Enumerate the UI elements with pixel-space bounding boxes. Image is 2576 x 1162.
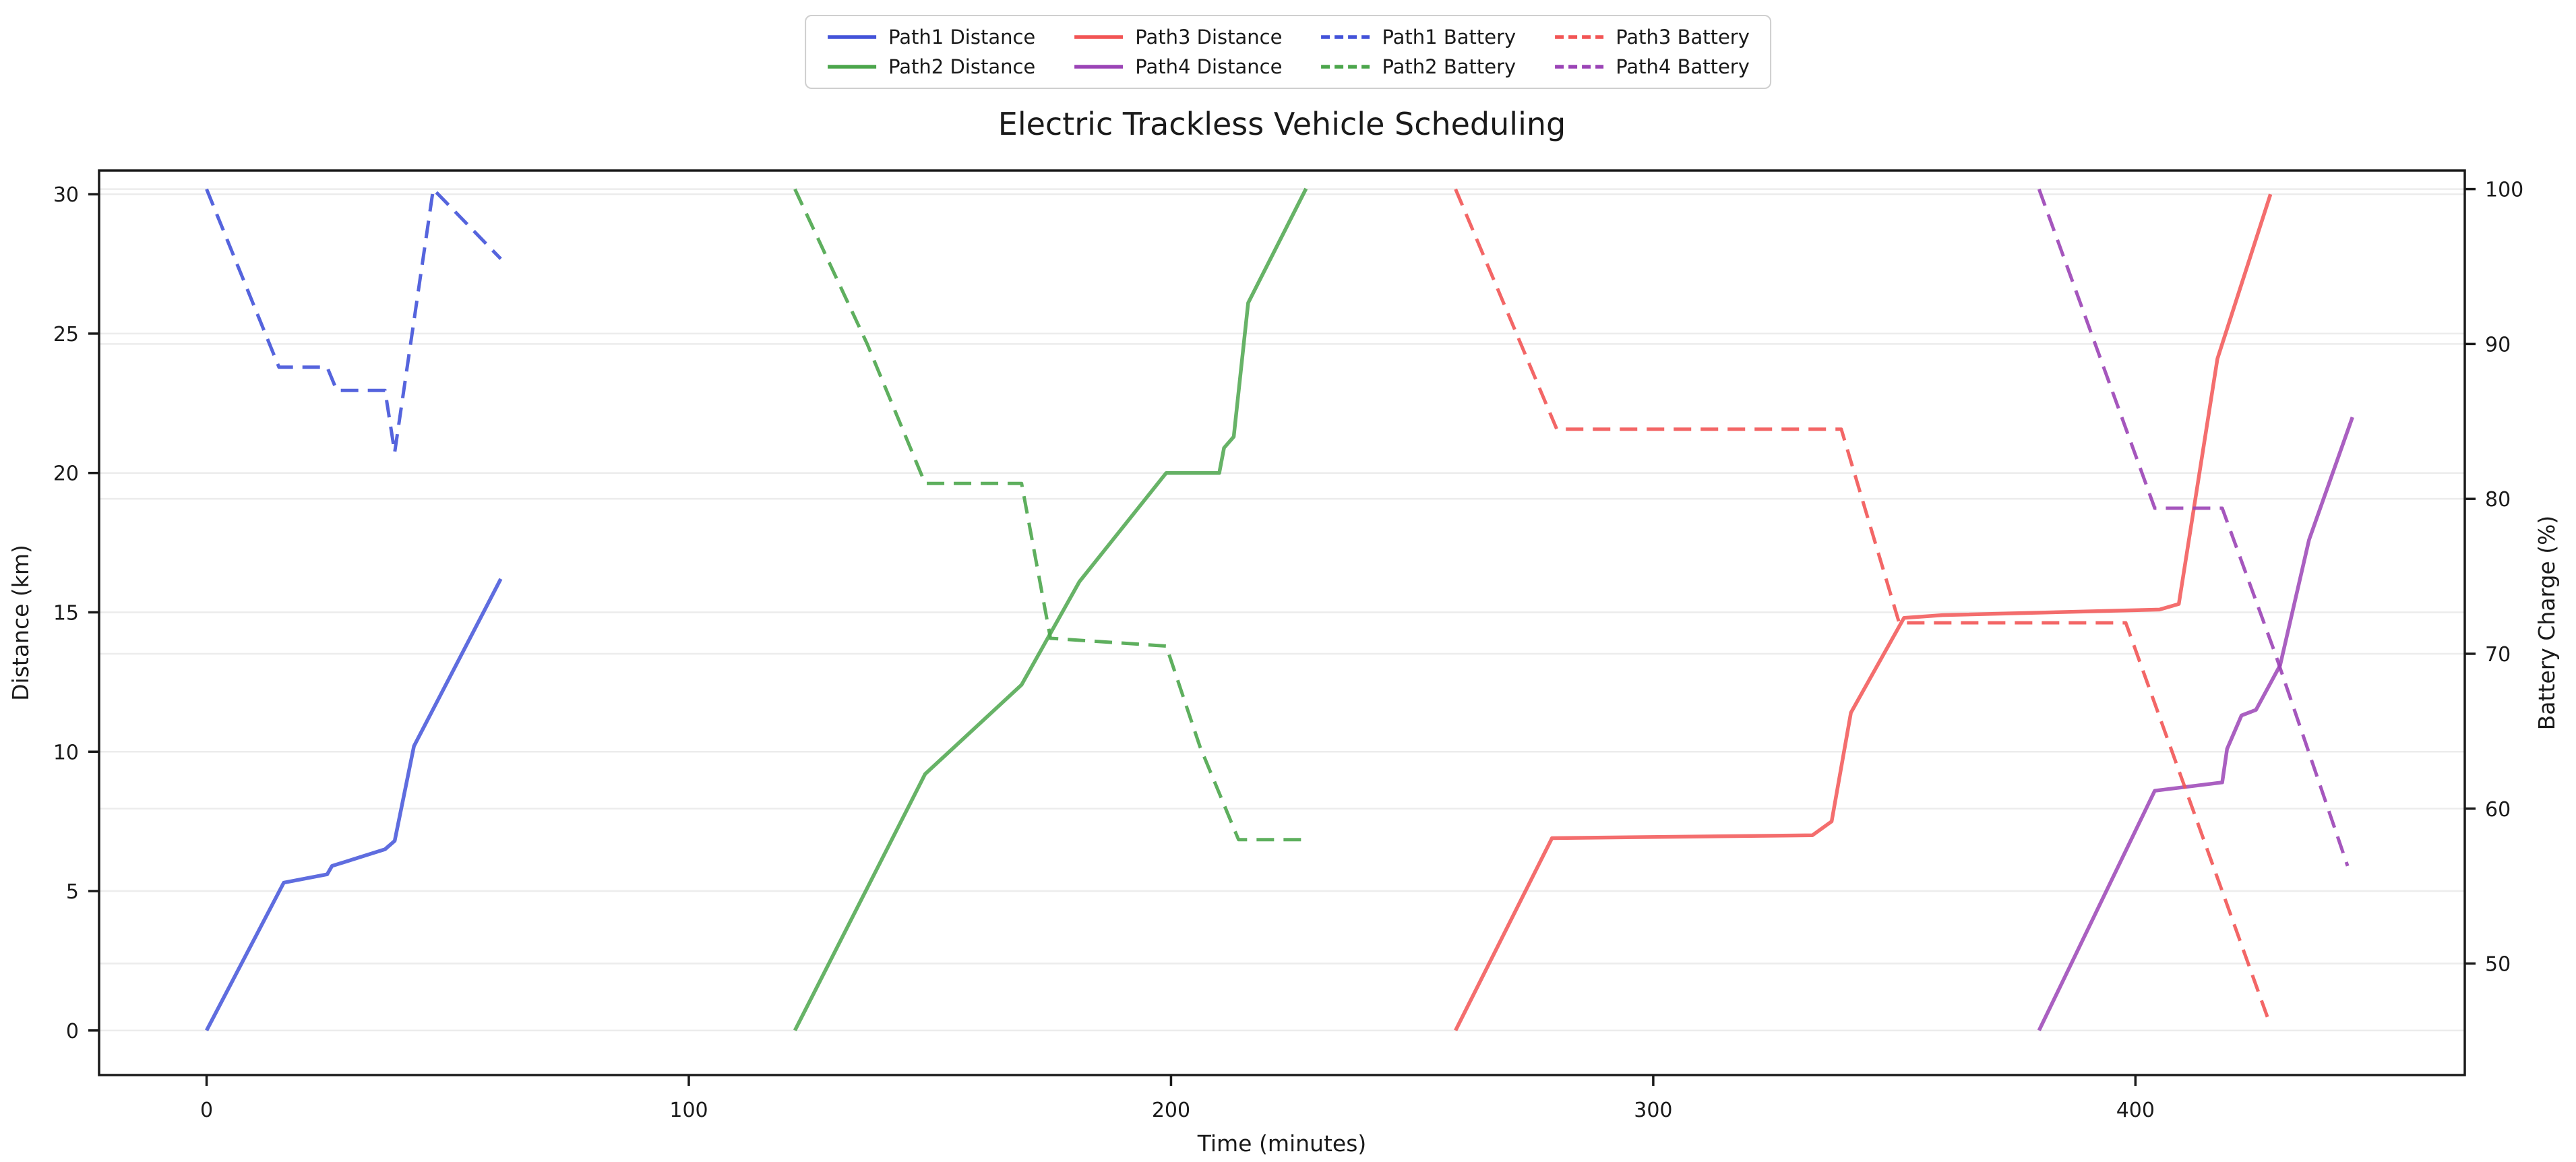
y-left-tick-label-30: 30 — [53, 183, 79, 207]
x-axis-ticks: 0 100 200 300 400 — [200, 1075, 2155, 1122]
y-right-tick-label-90: 90 — [2485, 333, 2511, 357]
y-left-axis-title: Distance (km) — [7, 545, 34, 701]
solid-line-swatch-icon — [1074, 35, 1124, 39]
y-left-tick-label-25: 25 — [53, 323, 79, 346]
x-axis-title: Time (minutes) — [1197, 1130, 1367, 1157]
legend-label: Path1 Battery — [1382, 26, 1516, 49]
y-right-axis-title: Battery Charge (%) — [2534, 516, 2560, 731]
x-tick-label-0: 0 — [200, 1099, 213, 1122]
legend-item-path4-battery: Path4 Battery — [1554, 55, 1750, 78]
legend-label: Path3 Distance — [1135, 26, 1283, 49]
legend-label: Path3 Battery — [1616, 26, 1750, 49]
y-right-tick-label-70: 70 — [2485, 643, 2511, 667]
line-path2-distance — [793, 187, 1308, 1032]
dashed-line-swatch-icon — [1321, 65, 1370, 69]
line-path3-battery — [1454, 188, 2273, 1027]
y-left-tick-label-0: 0 — [66, 1020, 79, 1043]
dashed-line-swatch-icon — [1555, 65, 1604, 69]
line-path1-distance — [205, 578, 503, 1032]
solid-line-swatch-icon — [828, 65, 877, 69]
chart-title: Electric Trackless Vehicle Scheduling — [998, 106, 1566, 142]
legend-item-path2-distance: Path2 Distance — [826, 55, 1035, 78]
legend-label: Path1 Distance — [888, 26, 1036, 49]
y-left-tick-label-5: 5 — [66, 880, 79, 904]
x-tick-label-100: 100 — [669, 1099, 708, 1122]
solid-line-swatch-icon — [1074, 65, 1124, 69]
legend-label: Path4 Battery — [1616, 55, 1750, 78]
y-left-tick-label-10: 10 — [53, 741, 79, 764]
legend-item-path1-distance: Path1 Distance — [826, 26, 1035, 49]
legend-label: Path4 Distance — [1135, 55, 1283, 78]
x-tick-label-400: 400 — [2116, 1099, 2155, 1122]
solid-line-swatch-icon — [828, 35, 877, 39]
legend-item-path4-distance: Path4 Distance — [1073, 55, 1282, 78]
y-right-tick-label-60: 60 — [2485, 798, 2511, 822]
legend-label: Path2 Battery — [1382, 55, 1516, 78]
line-path1-battery — [205, 187, 502, 454]
series-lines — [205, 187, 2354, 1032]
legend-item-path2-battery: Path2 Battery — [1320, 55, 1516, 78]
line-path4-distance — [2037, 417, 2354, 1031]
y-right-axis-ticks: 50 60 70 80 90 100 — [2465, 179, 2523, 977]
legend-item-path3-battery: Path3 Battery — [1554, 26, 1750, 49]
legend: Path1 Distance Path2 Distance Path3 Distan… — [805, 15, 1771, 89]
line-path4-battery — [2037, 188, 2350, 867]
y-left-axis-ticks: 0 5 10 15 20 25 30 — [53, 183, 99, 1043]
y-right-tick-label-100: 100 — [2485, 179, 2523, 202]
line-path3-distance — [1454, 193, 2273, 1032]
x-tick-label-300: 300 — [1634, 1099, 1672, 1122]
legend-label: Path2 Distance — [888, 55, 1036, 78]
gridlines — [99, 188, 2465, 1032]
y-left-tick-label-15: 15 — [53, 601, 79, 625]
line-path2-battery — [793, 188, 1306, 842]
dashed-line-swatch-icon — [1321, 35, 1370, 39]
x-tick-label-200: 200 — [1152, 1099, 1190, 1122]
dashed-line-swatch-icon — [1555, 35, 1604, 39]
y-right-tick-label-80: 80 — [2485, 488, 2511, 512]
legend-item-path1-battery: Path1 Battery — [1320, 26, 1516, 49]
y-left-tick-label-20: 20 — [53, 462, 79, 486]
legend-item-path3-distance: Path3 Distance — [1073, 26, 1282, 49]
y-right-tick-label-50: 50 — [2485, 953, 2511, 977]
plot-frame — [98, 169, 2466, 1076]
